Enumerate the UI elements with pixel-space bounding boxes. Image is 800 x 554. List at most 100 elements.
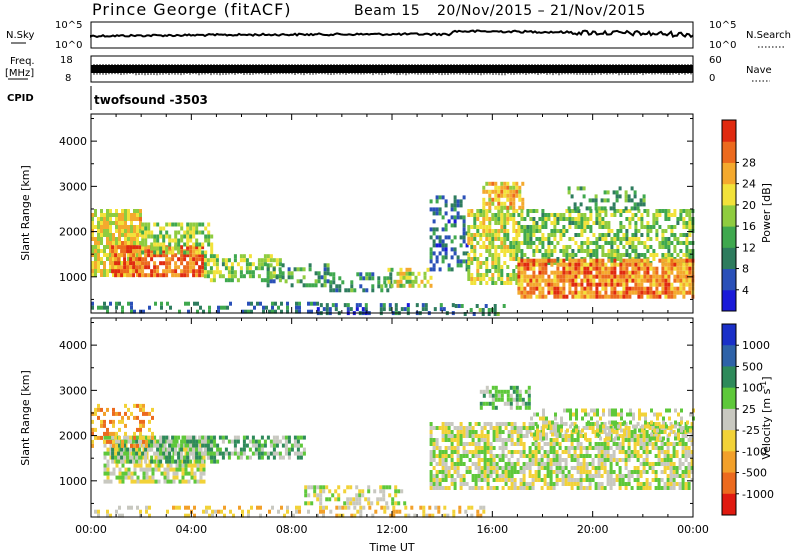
scatter-cell — [156, 443, 160, 448]
scatter-cell — [103, 253, 106, 257]
scatter-cell — [178, 447, 182, 452]
scatter-cell — [504, 426, 508, 430]
scatter-cell — [616, 257, 620, 261]
scatter-cell — [489, 462, 493, 466]
scatter-cell — [591, 422, 595, 426]
scatter-cell — [118, 467, 122, 472]
scatter-cell — [681, 438, 685, 442]
scatter-cell — [571, 237, 575, 241]
scatter-cell — [471, 438, 475, 442]
scatter-cell — [639, 198, 643, 203]
scatter-cell — [206, 274, 210, 279]
scatter-cell — [429, 430, 433, 434]
scatter-cell — [529, 294, 533, 299]
scatter-cell — [565, 217, 569, 221]
scatter-cell — [580, 262, 584, 267]
scatter-cell — [549, 446, 553, 450]
scatter-cell — [504, 454, 508, 458]
scatter-cell — [640, 274, 644, 279]
scatter-cell — [544, 294, 548, 299]
scatter-cell — [471, 442, 475, 446]
scatter-cell — [646, 270, 650, 275]
scatter-cell — [124, 431, 127, 436]
scatter-cell — [124, 225, 127, 229]
scatter-cell — [323, 263, 327, 268]
scatter-cell — [272, 443, 276, 448]
scatter-cell — [432, 219, 436, 224]
scatter-cell — [655, 282, 659, 287]
scatter-cell — [650, 436, 653, 441]
scatter-cell — [479, 273, 483, 277]
scatter-cell — [153, 238, 157, 243]
scatter-cell — [100, 305, 103, 310]
scatter-cell — [186, 226, 190, 231]
scatter-cell — [603, 462, 607, 466]
scatter-cell — [215, 258, 219, 263]
scatter-cell — [130, 213, 133, 217]
scatter-cell — [211, 513, 214, 518]
scatter-cell — [643, 270, 647, 275]
scatter-cell — [482, 217, 486, 221]
scatter-cell — [397, 489, 401, 494]
scatter-cell — [518, 197, 522, 202]
scatter-cell — [106, 209, 109, 213]
scatter-cell — [313, 493, 317, 498]
scatter-cell — [456, 450, 460, 454]
scatter-cell — [365, 288, 369, 293]
scatter-cell — [459, 203, 463, 208]
scatter-cell — [676, 241, 680, 245]
scatter-cell — [660, 442, 664, 446]
scatter-cell — [328, 307, 332, 312]
scatter-cell — [323, 271, 327, 276]
scatter-cell — [233, 447, 237, 452]
scatter-cell — [556, 213, 560, 217]
scatter-cell — [595, 245, 599, 249]
scatter-cell — [106, 451, 110, 456]
scatter-cell — [643, 274, 647, 279]
scatter-cell — [642, 486, 646, 490]
scatter-cell — [526, 213, 530, 217]
scatter-cell — [460, 304, 464, 308]
scatter-cell — [281, 435, 285, 440]
scatter-cell — [526, 290, 530, 295]
power-colorbar-label: Power [dB] — [760, 183, 773, 243]
scatter-cell — [356, 272, 360, 277]
scatter-cell — [520, 213, 524, 217]
scatter-cell — [144, 435, 148, 440]
scatter-cell — [616, 229, 620, 233]
scatter-cell — [450, 422, 454, 426]
scatter-cell — [450, 446, 454, 450]
scatter-cell — [649, 253, 653, 257]
scatter-cell — [488, 205, 492, 210]
scatter-cell — [470, 225, 474, 229]
scatter-cell — [453, 470, 457, 474]
scatter-cell — [610, 213, 614, 217]
scatter-cell — [118, 513, 121, 518]
scatter-cell — [560, 428, 563, 433]
scatter-cell — [631, 233, 635, 237]
scatter-cell — [109, 217, 112, 221]
scatter-cell — [594, 202, 598, 207]
scatter-cell — [485, 233, 489, 237]
scatter-cell — [503, 281, 507, 285]
scatter-cell — [343, 489, 347, 494]
scatter-cell — [172, 439, 176, 444]
scatter-cell — [444, 243, 448, 248]
scatter-cell — [665, 408, 668, 413]
scatter-cell — [115, 435, 119, 440]
scatter-cell — [604, 262, 608, 267]
scatter-cell — [277, 509, 280, 514]
scatter-cell — [153, 269, 157, 274]
scatter-cell — [519, 478, 523, 482]
scatter-cell — [595, 294, 599, 299]
scatter-cell — [606, 474, 610, 478]
scatter-cell — [201, 230, 205, 235]
scatter-cell — [518, 393, 522, 398]
scatter-cell — [253, 305, 256, 310]
scatter-cell — [479, 213, 483, 217]
colorbar-frame — [721, 119, 737, 312]
scatter-cell — [121, 415, 124, 420]
scatter-cell — [150, 230, 154, 235]
scatter-cell — [465, 454, 469, 458]
scatter-cell — [618, 442, 622, 446]
